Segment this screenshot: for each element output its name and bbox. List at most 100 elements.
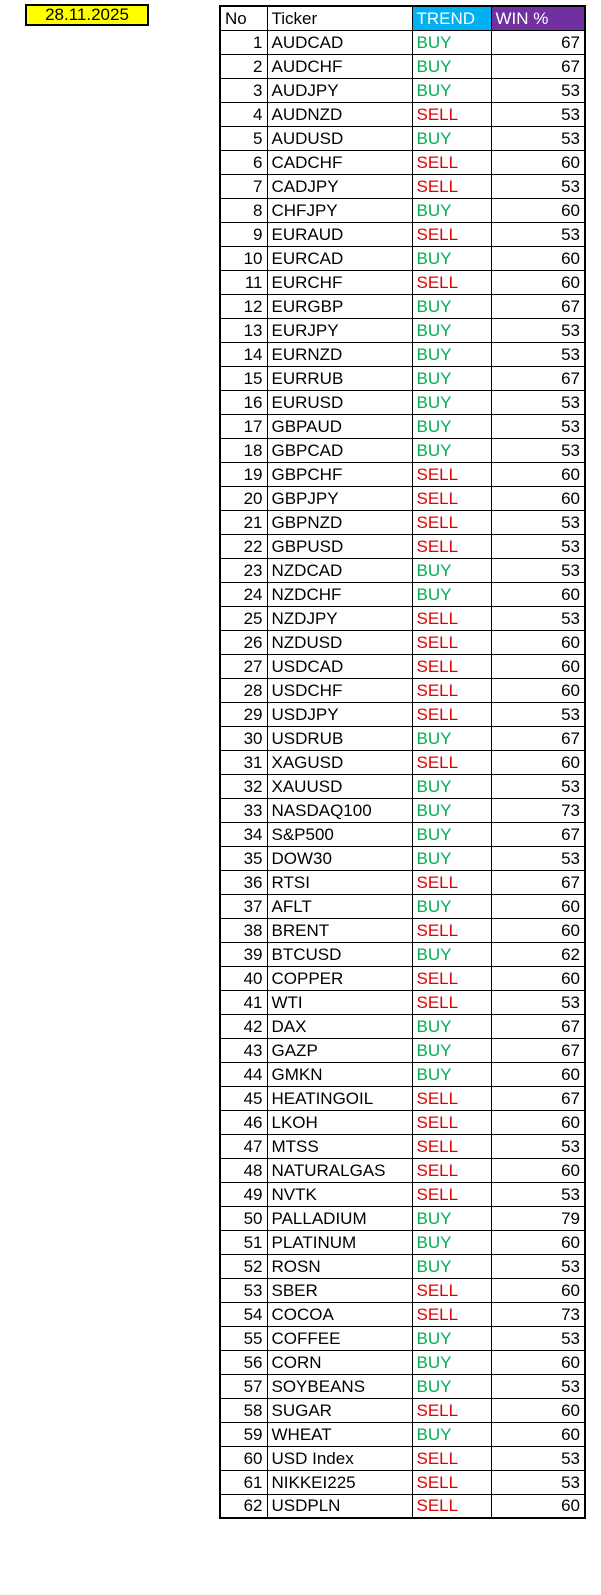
table-row[interactable]: 55 COFFEE BUY 53 — [219, 1325, 586, 1351]
table-row[interactable]: 23 NZDCAD BUY 53 — [219, 557, 586, 583]
cell-no: 44 — [219, 1061, 268, 1087]
cell-no: 3 — [219, 77, 268, 103]
cell-trend: BUY — [411, 581, 492, 607]
table-row[interactable]: 52 ROSN BUY 53 — [219, 1253, 586, 1279]
table-row[interactable]: 50 PALLADIUM BUY 79 — [219, 1205, 586, 1231]
column-header-win[interactable]: WIN % — [490, 5, 586, 31]
table-row[interactable]: 27 USDCAD SELL 60 — [219, 653, 586, 679]
table-row[interactable]: 29 USDJPY SELL 53 — [219, 701, 586, 727]
table-row[interactable]: 36 RTSI SELL 67 — [219, 869, 586, 895]
cell-trend: BUY — [411, 197, 492, 223]
table-row[interactable]: 47 MTSS SELL 53 — [219, 1133, 586, 1159]
cell-no: 49 — [219, 1181, 268, 1207]
cell-ticker: EURUSD — [266, 389, 413, 415]
cell-no: 30 — [219, 725, 268, 751]
cell-win-percent: 53 — [490, 701, 586, 727]
table-row[interactable]: 9 EURAUD SELL 53 — [219, 221, 586, 247]
cell-no: 40 — [219, 965, 268, 991]
table-row[interactable]: 53 SBER SELL 60 — [219, 1277, 586, 1303]
table-row[interactable]: 45 HEATINGOIL SELL 67 — [219, 1085, 586, 1111]
cell-trend: SELL — [411, 269, 492, 295]
table-row[interactable]: 30 USDRUB BUY 67 — [219, 725, 586, 751]
table-row[interactable]: 34 S&P500 BUY 67 — [219, 821, 586, 847]
table-row[interactable]: 35 DOW30 BUY 53 — [219, 845, 586, 871]
cell-no: 37 — [219, 893, 268, 919]
table-row[interactable]: 14 EURNZD BUY 53 — [219, 341, 586, 367]
cell-win-percent: 67 — [490, 365, 586, 391]
table-row[interactable]: 49 NVTK SELL 53 — [219, 1181, 586, 1207]
cell-ticker: SBER — [266, 1277, 413, 1303]
table-row[interactable]: 41 WTI SELL 53 — [219, 989, 586, 1015]
table-row[interactable]: 4 AUDNZD SELL 53 — [219, 101, 586, 127]
table-row[interactable]: 40 COPPER SELL 60 — [219, 965, 586, 991]
table-row[interactable]: 43 GAZP BUY 67 — [219, 1037, 586, 1063]
column-header-no[interactable]: No — [219, 5, 268, 31]
table-row[interactable]: 54 COCOA SELL 73 — [219, 1301, 586, 1327]
table-row[interactable]: 6 CADCHF SELL 60 — [219, 149, 586, 175]
table-row[interactable]: 62 USDPLN SELL 60 — [219, 1493, 586, 1519]
cell-trend: BUY — [411, 77, 492, 103]
cell-no: 5 — [219, 125, 268, 151]
table-row[interactable]: 28 USDCHF SELL 60 — [219, 677, 586, 703]
table-row[interactable]: 5 AUDUSD BUY 53 — [219, 125, 586, 151]
table-row[interactable]: 12 EURGBP BUY 67 — [219, 293, 586, 319]
table-row[interactable]: 61 NIKKEI225 SELL 53 — [219, 1469, 586, 1495]
cell-trend: SELL — [411, 221, 492, 247]
cell-win-percent: 67 — [490, 1037, 586, 1063]
table-row[interactable]: 60 USD Index SELL 53 — [219, 1445, 586, 1471]
table-row[interactable]: 25 NZDJPY SELL 53 — [219, 605, 586, 631]
table-row[interactable]: 56 CORN BUY 60 — [219, 1349, 586, 1375]
cell-ticker: S&P500 — [266, 821, 413, 847]
table-row[interactable]: 37 AFLT BUY 60 — [219, 893, 586, 919]
table-row[interactable]: 32 XAUUSD BUY 53 — [219, 773, 586, 799]
table-body: 1 AUDCAD BUY 67 2 AUDCHF BUY 67 3 AUDJPY BUY 53 4 AUD… — [219, 29, 586, 1519]
cell-no: 7 — [219, 173, 268, 199]
table-row[interactable]: 51 PLATINUM BUY 60 — [219, 1229, 586, 1255]
table-row[interactable]: 16 EURUSD BUY 53 — [219, 389, 586, 415]
table-row[interactable]: 48 NATURALGAS SELL 60 — [219, 1157, 586, 1183]
table-row[interactable]: 59 WHEAT BUY 60 — [219, 1421, 586, 1447]
column-header-ticker[interactable]: Ticker — [266, 5, 413, 31]
table-row[interactable]: 58 SUGAR SELL 60 — [219, 1397, 586, 1423]
table-row[interactable]: 22 GBPUSD SELL 53 — [219, 533, 586, 559]
table-row[interactable]: 33 NASDAQ100 BUY 73 — [219, 797, 586, 823]
cell-trend: SELL — [411, 869, 492, 895]
table-row[interactable]: 31 XAGUSD SELL 60 — [219, 749, 586, 775]
table-row[interactable]: 2 AUDCHF BUY 67 — [219, 53, 586, 79]
cell-trend: BUY — [411, 365, 492, 391]
table-row[interactable]: 17 GBPAUD BUY 53 — [219, 413, 586, 439]
table-row[interactable]: 11 EURCHF SELL 60 — [219, 269, 586, 295]
table-row[interactable]: 7 CADJPY SELL 53 — [219, 173, 586, 199]
cell-no: 20 — [219, 485, 268, 511]
cell-no: 55 — [219, 1325, 268, 1351]
table-row[interactable]: 15 EURRUB BUY 67 — [219, 365, 586, 391]
cell-no: 43 — [219, 1037, 268, 1063]
cell-win-percent: 60 — [490, 1397, 586, 1423]
table-row[interactable]: 19 GBPCHF SELL 60 — [219, 461, 586, 487]
table-row[interactable]: 24 NZDCHF BUY 60 — [219, 581, 586, 607]
cell-trend: BUY — [411, 557, 492, 583]
table-row[interactable]: 26 NZDUSD SELL 60 — [219, 629, 586, 655]
table-row[interactable]: 42 DAX BUY 67 — [219, 1013, 586, 1039]
table-row[interactable]: 13 EURJPY BUY 53 — [219, 317, 586, 343]
cell-win-percent: 60 — [490, 965, 586, 991]
table-row[interactable]: 21 GBPNZD SELL 53 — [219, 509, 586, 535]
column-header-trend[interactable]: TREND — [411, 5, 492, 31]
table-row[interactable]: 38 BRENT SELL 60 — [219, 917, 586, 943]
cell-ticker: GBPUSD — [266, 533, 413, 559]
table-row[interactable]: 39 BTCUSD BUY 62 — [219, 941, 586, 967]
table-row[interactable]: 46 LKOH SELL 60 — [219, 1109, 586, 1135]
cell-no: 62 — [219, 1493, 268, 1519]
table-row[interactable]: 20 GBPJPY SELL 60 — [219, 485, 586, 511]
cell-win-percent: 53 — [490, 1181, 586, 1207]
table-row[interactable]: 44 GMKN BUY 60 — [219, 1061, 586, 1087]
table-row[interactable]: 10 EURCAD BUY 60 — [219, 245, 586, 271]
cell-trend: BUY — [411, 437, 492, 463]
table-row[interactable]: 8 CHFJPY BUY 60 — [219, 197, 586, 223]
table-row[interactable]: 57 SOYBEANS BUY 53 — [219, 1373, 586, 1399]
table-row[interactable]: 18 GBPCAD BUY 53 — [219, 437, 586, 463]
cell-win-percent: 67 — [490, 53, 586, 79]
table-row[interactable]: 3 AUDJPY BUY 53 — [219, 77, 586, 103]
cell-win-percent: 53 — [490, 1373, 586, 1399]
table-row[interactable]: 1 AUDCAD BUY 67 — [219, 29, 586, 55]
